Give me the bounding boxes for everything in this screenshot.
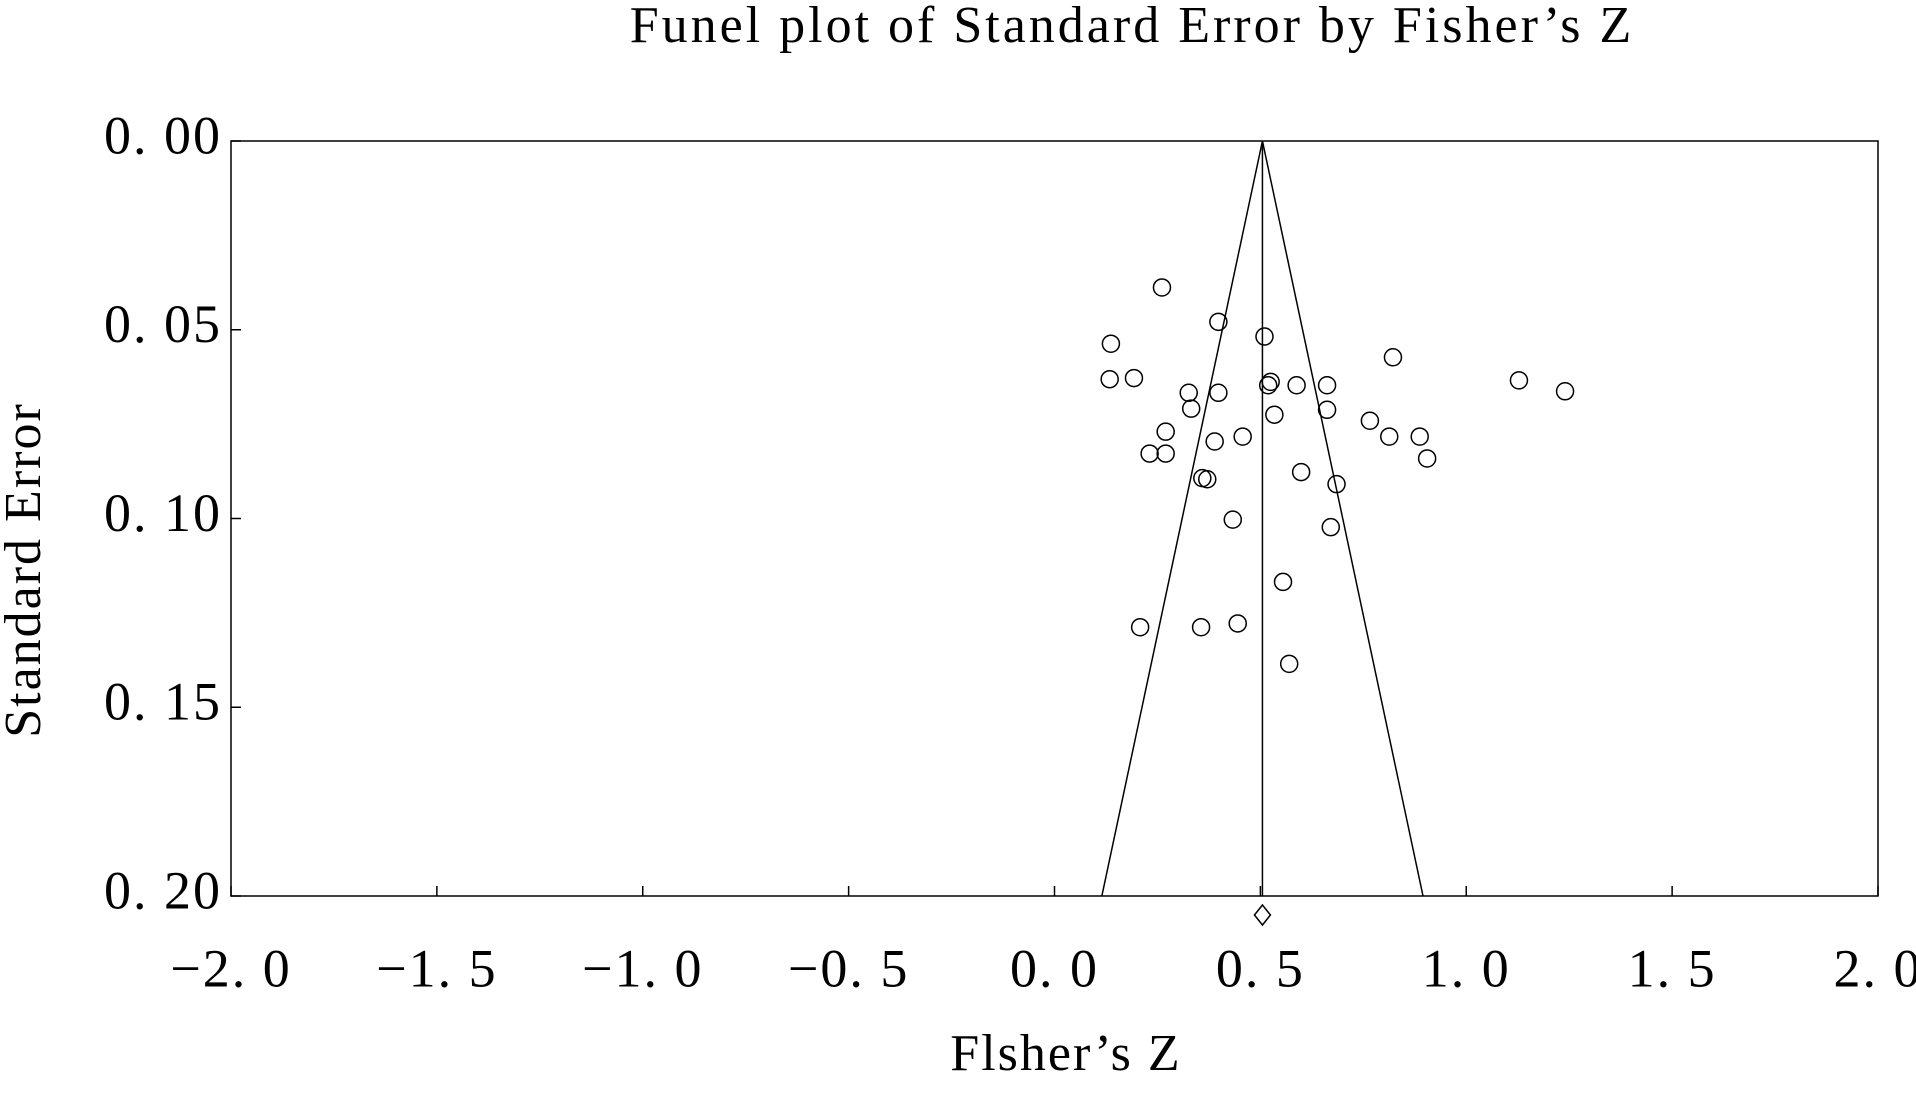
funnel-edge xyxy=(1261,140,1424,897)
study-point xyxy=(1191,617,1211,637)
study-point xyxy=(1181,399,1201,418)
y-tick-label: 0. 00 xyxy=(104,105,222,165)
x-tick-label: 2. 0 xyxy=(1834,938,1916,998)
study-point xyxy=(1555,382,1575,401)
y-tick-label: 0. 15 xyxy=(104,672,222,732)
x-tick-label: 1. 5 xyxy=(1628,938,1717,998)
study-point xyxy=(1140,444,1159,463)
study-point xyxy=(1100,369,1119,389)
study-point xyxy=(1233,427,1252,446)
study-point xyxy=(1273,572,1293,592)
study-point xyxy=(1509,371,1529,390)
study-point xyxy=(1205,432,1224,451)
study-point xyxy=(1317,400,1337,420)
study-point xyxy=(1287,375,1306,395)
study-point xyxy=(1410,427,1429,446)
study-point xyxy=(1124,368,1144,388)
study-point xyxy=(1321,517,1341,537)
x-tick-label: −1. 0 xyxy=(582,938,703,998)
study-point xyxy=(1360,411,1380,430)
x-tick-label: 0. 5 xyxy=(1216,938,1305,998)
x-tick-label: 1. 0 xyxy=(1422,938,1511,998)
study-point xyxy=(1279,654,1299,674)
study-point xyxy=(1209,383,1228,403)
summary-diamond xyxy=(1253,903,1272,927)
study-point xyxy=(1223,510,1243,529)
x-tick-label: −2. 0 xyxy=(170,938,291,998)
study-point xyxy=(1130,617,1150,637)
y-axis-label: Standard Error xyxy=(0,402,52,738)
study-point xyxy=(1291,462,1311,482)
study-point xyxy=(1417,449,1437,468)
study-point xyxy=(1255,327,1274,346)
study-point xyxy=(1198,469,1217,489)
study-point xyxy=(1261,372,1280,392)
study-point xyxy=(1380,427,1399,446)
study-point xyxy=(1101,334,1121,353)
y-tick-label: 0. 05 xyxy=(104,294,222,354)
x-axis-label: Flsher’s Z xyxy=(950,1025,1181,1082)
funnel-edge xyxy=(1101,140,1264,897)
y-tick-label: 0. 10 xyxy=(104,483,222,543)
study-point xyxy=(1265,405,1284,424)
study-point xyxy=(1383,348,1403,367)
study-point xyxy=(1209,312,1228,332)
study-point xyxy=(1228,614,1247,633)
study-point xyxy=(1156,444,1175,463)
study-point xyxy=(1258,375,1278,395)
chart-title: Funel plot of Standard Error by Fisher’s… xyxy=(630,0,1635,54)
study-point xyxy=(1152,278,1172,297)
x-tick-label: −0. 5 xyxy=(788,938,909,998)
plot-frame xyxy=(230,140,1879,897)
study-point xyxy=(1327,474,1346,494)
x-tick-label: 0. 0 xyxy=(1010,938,1099,998)
study-point xyxy=(1179,383,1198,403)
x-tick-label: −1. 5 xyxy=(376,938,497,998)
y-tick-label: 0. 20 xyxy=(104,860,222,920)
study-point xyxy=(1156,422,1175,441)
study-point xyxy=(1317,375,1337,395)
